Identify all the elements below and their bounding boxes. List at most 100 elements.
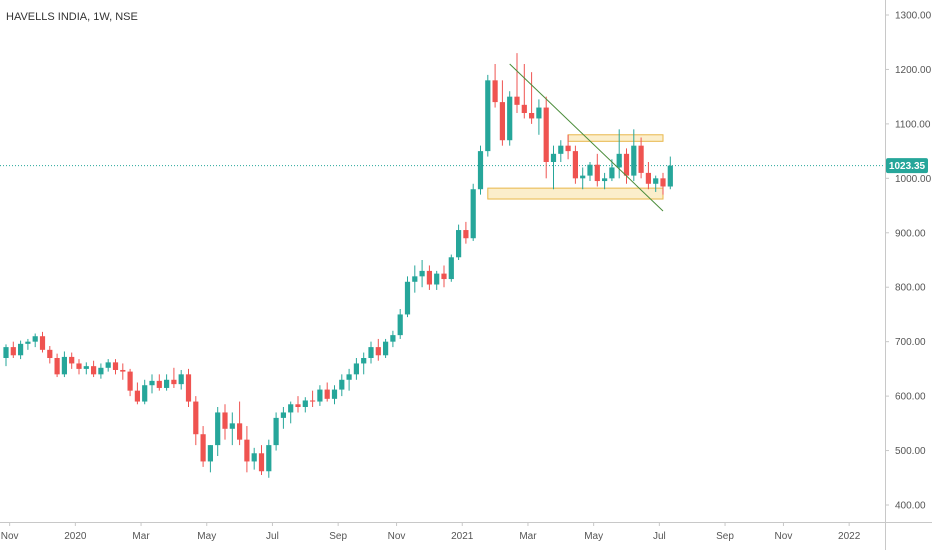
candle (193, 396, 199, 446)
candle (587, 162, 593, 182)
candle-body (47, 349, 53, 358)
candle (105, 359, 111, 372)
candle (426, 265, 432, 290)
candle-body (529, 113, 535, 119)
candle (375, 338, 381, 361)
candle-body (653, 178, 659, 184)
candle-body (324, 389, 330, 399)
candle (477, 145, 484, 195)
candle-body (258, 453, 265, 472)
trendline (509, 63, 664, 212)
x-tick-label: Jul (266, 531, 279, 542)
candle (91, 360, 97, 378)
x-tick-label: Jul (653, 531, 666, 542)
candle (10, 341, 16, 358)
candle-body (383, 341, 389, 356)
candle-body (39, 336, 46, 350)
candle-body (178, 374, 184, 385)
x-tick-label: Nov (388, 531, 406, 542)
candle-body (565, 145, 571, 152)
candle (317, 385, 323, 406)
candle-body (346, 374, 352, 380)
candle-body (91, 366, 97, 375)
candle (244, 426, 250, 473)
candle (25, 338, 31, 350)
y-tick-label: 700.00 (895, 337, 926, 348)
candle-body (200, 434, 206, 462)
candle-body (61, 356, 67, 375)
candle (258, 445, 265, 476)
candle-body (185, 374, 192, 402)
candle-body (499, 102, 505, 141)
candle-body (594, 164, 600, 182)
candle (200, 426, 206, 467)
candle-body (69, 356, 75, 364)
candle-body (83, 366, 89, 369)
candle-body (521, 104, 527, 113)
candle (572, 145, 578, 184)
candle (529, 72, 535, 124)
candle (207, 445, 213, 473)
candle (339, 374, 345, 397)
candle-body (368, 347, 374, 358)
y-tick-label: 1200.00 (895, 65, 932, 76)
candle-body (302, 400, 308, 407)
y-tick-label: 500.00 (895, 446, 926, 457)
x-tick-label: Mar (132, 531, 150, 542)
candle (397, 309, 403, 339)
candle-body (434, 273, 440, 285)
x-tick-label: Nov (1, 531, 19, 542)
candle (485, 74, 491, 157)
last-price-tag-bg (886, 158, 928, 174)
candle (61, 351, 67, 378)
y-axis: 1300.00 1200.00 1100.00 1000.00 900.00 800.00… (885, 11, 932, 512)
candle-body (295, 404, 301, 407)
candle-body (609, 167, 615, 179)
candle-body (32, 336, 38, 342)
candle-body (76, 363, 82, 369)
candle-body (550, 153, 557, 162)
candle-body (331, 389, 338, 399)
candle (419, 260, 425, 288)
y-tick-label: 1300.00 (895, 11, 932, 22)
candle (653, 175, 659, 192)
candle (499, 80, 505, 146)
candle-body (266, 445, 272, 472)
candle-body (580, 175, 586, 179)
x-tick-label: 2021 (451, 531, 474, 542)
candle (324, 382, 330, 402)
candle (609, 159, 615, 182)
candle-body (485, 80, 491, 152)
candle (3, 344, 9, 367)
candle-body (536, 107, 542, 119)
candle-body (273, 417, 279, 446)
candle-body (448, 257, 454, 280)
candle (39, 331, 46, 353)
candle-body (237, 423, 243, 440)
candle-body (222, 412, 228, 429)
candle (434, 270, 440, 290)
candle (521, 64, 527, 119)
candle-body (667, 165, 673, 187)
candles-layer (3, 53, 673, 478)
candle (164, 374, 170, 391)
candle (266, 439, 272, 478)
candle (98, 363, 104, 379)
candle-body (419, 270, 425, 277)
candle (331, 385, 338, 405)
candle (623, 148, 630, 184)
candle-body (543, 107, 549, 162)
y-tick-label: 1000.00 (895, 174, 932, 185)
candle (273, 412, 279, 451)
candle (514, 53, 520, 113)
candle-body (616, 153, 622, 168)
candle (631, 129, 637, 182)
candle (543, 96, 549, 179)
candle (602, 172, 608, 190)
candle-body (251, 453, 257, 462)
candle (142, 379, 148, 405)
candle-body (134, 390, 140, 402)
y-tick-label: 1100.00 (895, 119, 931, 130)
x-tick-label: 2020 (64, 531, 87, 542)
candle (185, 368, 192, 407)
